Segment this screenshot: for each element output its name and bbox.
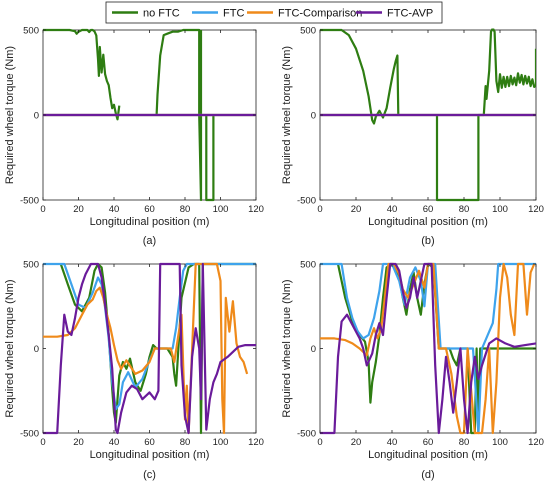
x-tick-label: 0: [317, 204, 322, 215]
legend-entry-label: FTC: [223, 8, 244, 20]
x-tick-label: 40: [109, 437, 120, 448]
x-tick-label: 60: [144, 204, 155, 215]
x-tick-label: 120: [248, 437, 264, 448]
x-tick-label: 20: [73, 204, 84, 215]
x-tick-label: 20: [351, 437, 362, 448]
y-tick-label: 0: [311, 111, 316, 122]
legend-entry-label: no FTC: [143, 8, 180, 20]
y-tick-label: -500: [20, 429, 39, 440]
x-tick-label: 20: [351, 204, 362, 215]
x-tick-label: 100: [213, 204, 229, 215]
x-tick-label: 80: [459, 437, 470, 448]
x-axis-label: Longitudinal position (m): [90, 216, 210, 228]
series-line-ftc-comparison: [43, 262, 249, 435]
panel-label: (d): [421, 469, 434, 481]
x-tick-label: 100: [213, 437, 229, 448]
x-tick-label: 40: [387, 204, 398, 215]
y-tick-label: 0: [311, 344, 316, 355]
series-group: [43, 262, 256, 435]
x-tick-label: 60: [144, 437, 155, 448]
legend-entry-label: FTC-AVP: [387, 8, 433, 20]
x-tick-label: 120: [248, 204, 264, 215]
y-tick-label: 0: [34, 111, 39, 122]
series-group: [320, 262, 536, 435]
x-tick-label: 60: [423, 437, 434, 448]
series-line-ftc-comparison: [320, 262, 536, 435]
y-tick-label: 0: [34, 344, 39, 355]
y-axis-label: Required wheel torque (Nm): [4, 46, 16, 184]
x-tick-label: 0: [317, 437, 322, 448]
x-axis-label: Longitudinal position (m): [368, 449, 488, 461]
series-line-no-ftc: [478, 28, 536, 117]
y-tick-label: 500: [300, 260, 316, 271]
series-group: [43, 28, 256, 202]
x-tick-label: 40: [109, 204, 120, 215]
x-axis-label: Longitudinal position (m): [368, 216, 488, 228]
y-tick-label: -500: [20, 196, 39, 207]
series-line-no-ftc: [320, 28, 400, 125]
legend-entry-label: FTC-Comparison: [278, 8, 362, 20]
panel-label: (c): [143, 469, 156, 481]
y-axis-label: Required wheel torque (Nm): [4, 279, 16, 417]
y-tick-label: -500: [297, 429, 316, 440]
y-tick-label: 500: [300, 26, 316, 37]
panel-label: (a): [143, 235, 156, 247]
y-tick-label: -500: [297, 196, 316, 207]
y-tick-label: 500: [23, 260, 39, 271]
y-tick-label: 500: [23, 26, 39, 37]
legend-box: [105, 1, 443, 24]
x-tick-label: 0: [40, 204, 45, 215]
series-group: [320, 28, 536, 202]
series-line-no-ftc: [435, 115, 480, 202]
legend: no FTC FTC FTC-Comparison FTC-AVP: [105, 1, 443, 24]
series-line-ftc-avp: [43, 262, 256, 435]
y-axis-label: Required wheel torque (Nm): [281, 46, 293, 184]
x-tick-label: 20: [73, 437, 84, 448]
panel-label: (b): [421, 235, 434, 247]
x-tick-label: 0: [40, 437, 45, 448]
x-tick-label: 100: [492, 204, 508, 215]
x-tick-label: 40: [387, 437, 398, 448]
series-line-ftc-avp: [320, 262, 536, 435]
y-axis-label: Required wheel torque (Nm): [281, 279, 293, 417]
x-axis-label: Longitudinal position (m): [90, 449, 210, 461]
x-tick-label: 60: [423, 204, 434, 215]
x-tick-label: 80: [459, 204, 470, 215]
series-line-no-ftc: [205, 115, 215, 202]
series-line-ftc: [320, 262, 536, 435]
x-tick-label: 120: [528, 437, 544, 448]
x-tick-label: 100: [492, 437, 508, 448]
series-line-no-ftc: [43, 28, 121, 121]
series-line-no-ftc: [336, 262, 536, 435]
x-tick-label: 80: [180, 437, 191, 448]
x-tick-label: 120: [528, 204, 544, 215]
x-tick-label: 80: [180, 204, 191, 215]
